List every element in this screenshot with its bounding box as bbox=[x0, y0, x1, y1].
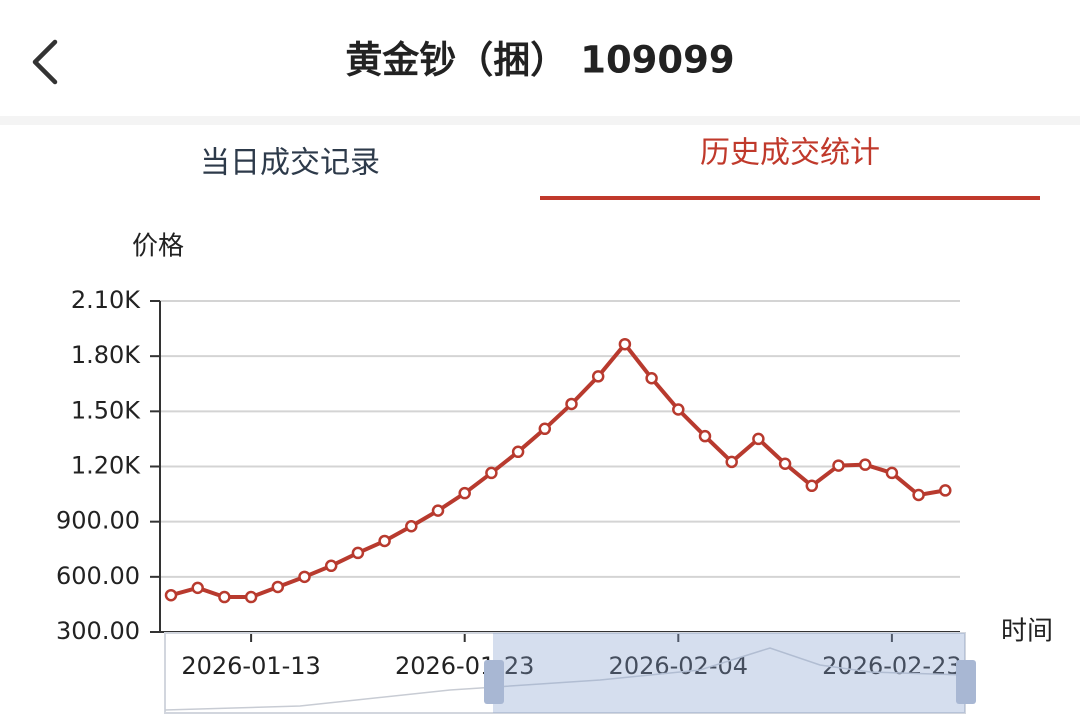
point bbox=[832, 459, 845, 472]
grid: 300.00 600.00 900.00 1.20K 1.50K 1.80K 2.10K 20… bbox=[56, 286, 962, 680]
y-tick-label: 900.00 bbox=[56, 507, 140, 535]
tab-underline bbox=[540, 196, 1040, 200]
point bbox=[805, 479, 819, 493]
point bbox=[752, 432, 765, 446]
point bbox=[271, 580, 285, 594]
point bbox=[591, 370, 605, 383]
point bbox=[912, 488, 925, 502]
y-tick-label: 1.50K bbox=[71, 396, 141, 424]
line bbox=[170, 341, 946, 600]
y-tick-label: 2.10K bbox=[71, 286, 141, 314]
zoom-handle[interactable] bbox=[956, 660, 976, 704]
plot bbox=[164, 337, 952, 604]
zoom-preview bbox=[164, 647, 966, 711]
x-tick-label: 2026-02-04 bbox=[609, 652, 748, 680]
page-title: 黄金钞（捆） 109099 bbox=[345, 39, 734, 82]
point bbox=[698, 429, 712, 443]
x-tick-label: 2026-02-23 bbox=[822, 652, 961, 680]
point bbox=[618, 337, 632, 351]
point bbox=[858, 458, 872, 471]
point bbox=[725, 455, 738, 469]
y-axis-label: 价格 bbox=[132, 232, 184, 262]
separator bbox=[0, 116, 1080, 125]
point bbox=[244, 590, 258, 604]
point bbox=[885, 466, 899, 480]
point bbox=[351, 546, 365, 560]
point bbox=[645, 371, 658, 385]
tab-active[interactable]: 历史成交统计 bbox=[700, 136, 880, 171]
back-button[interactable] bbox=[32, 39, 58, 85]
point bbox=[431, 504, 445, 517]
point bbox=[298, 570, 311, 584]
point bbox=[778, 457, 792, 470]
point bbox=[191, 581, 204, 595]
point bbox=[511, 445, 525, 459]
tab[interactable]: 当日成交记录 bbox=[200, 146, 380, 181]
point bbox=[565, 397, 578, 411]
point bbox=[939, 484, 952, 497]
y-tick-label: 300.00 bbox=[56, 617, 140, 645]
data-zoom[interactable] bbox=[164, 632, 976, 714]
point bbox=[405, 520, 418, 533]
point bbox=[378, 534, 391, 548]
x-tick-label: 2026-01-23 bbox=[395, 652, 534, 680]
point bbox=[672, 403, 685, 416]
point bbox=[324, 559, 338, 573]
y-tick-label: 600.00 bbox=[56, 562, 140, 590]
point bbox=[538, 422, 552, 436]
zoom-window[interactable] bbox=[493, 633, 965, 713]
point bbox=[218, 590, 231, 604]
point bbox=[485, 466, 498, 480]
zoom-handle[interactable] bbox=[484, 660, 504, 704]
x-tick-label: 2026-01-13 bbox=[181, 652, 320, 680]
header-bar bbox=[0, 0, 1080, 118]
y-tick-label: 1.80K bbox=[71, 341, 141, 369]
point bbox=[164, 588, 178, 602]
point bbox=[458, 486, 471, 500]
y-tick-label: 1.20K bbox=[71, 452, 141, 480]
x-axis-label: 时间 bbox=[1001, 617, 1053, 647]
